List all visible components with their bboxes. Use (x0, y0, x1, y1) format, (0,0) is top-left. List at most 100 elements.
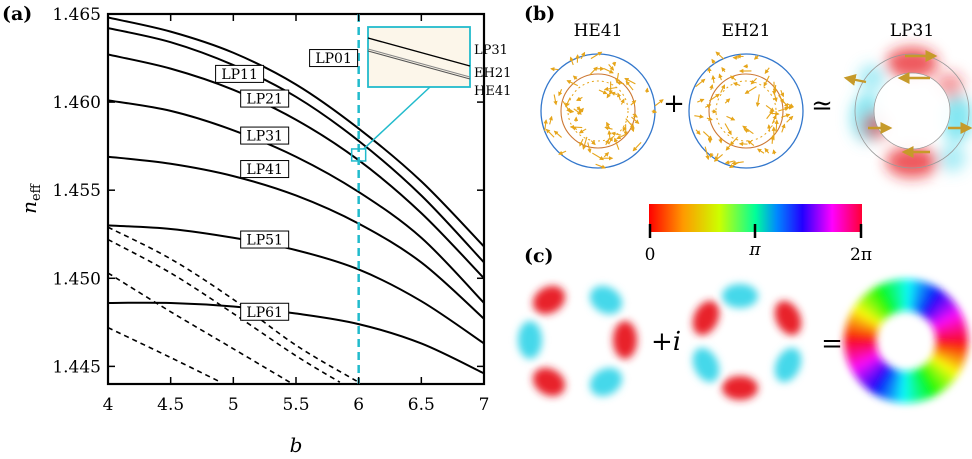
y-tick-label: 1.455 (52, 181, 101, 201)
vortex-segment (875, 284, 894, 316)
field-arrow (590, 140, 596, 146)
y-tick-label: 1.460 (52, 93, 101, 113)
field-arrow (786, 115, 794, 123)
vortex-segment (849, 353, 881, 372)
field-arrow (718, 137, 723, 144)
panel-c-label: (c) (524, 245, 554, 267)
field-arrow (718, 73, 723, 81)
vortex-segment (844, 323, 878, 336)
vortex-ring (844, 279, 968, 403)
curve-label-box-lp01 (309, 49, 359, 68)
series-lp51 (108, 224, 484, 345)
field-arrow (781, 113, 791, 118)
field-arrow (773, 90, 778, 103)
field-arrow (715, 51, 725, 60)
series-lp11 (108, 27, 484, 264)
curve-label-box-lp51 (240, 230, 290, 249)
field-arrow (587, 142, 592, 154)
field-arrow (625, 80, 634, 91)
sin-mode-lobes (692, 284, 802, 400)
phase-colorbar (648, 204, 863, 238)
x-tick-label: 6.5 (408, 395, 435, 415)
field-arrow (711, 74, 716, 84)
inset-zoom (367, 26, 471, 88)
field-arrow (579, 138, 584, 147)
y-axis-ticks: 1.445 1.450 1.455 1.460 1.465 (52, 5, 484, 377)
field-arrow (729, 161, 740, 169)
field-arrow (757, 148, 765, 154)
colorbar-tick-0: 0 (645, 245, 656, 265)
vortex-segment (874, 366, 894, 398)
chart-curves (108, 16, 484, 383)
vortex-segment (858, 296, 886, 322)
series-lp21 (108, 53, 484, 279)
field-arrow (576, 106, 582, 111)
curve-label-lp51: LP51 (246, 233, 283, 249)
panel-b-label: (b) (524, 3, 555, 25)
field-arrow (709, 152, 714, 158)
field-arrow (780, 97, 789, 108)
vortex-segment (921, 287, 943, 317)
vortex-segment (924, 362, 950, 390)
y-tick-label: 1.450 (52, 269, 101, 289)
field-arrow (590, 51, 603, 60)
series-lp31 (108, 99, 484, 304)
field-arrow (724, 98, 731, 104)
field-arrow (766, 109, 774, 120)
vortex-segment (879, 282, 897, 314)
field-arrow (780, 90, 785, 98)
vortex-segment (878, 367, 896, 400)
curve-label-box-lp11 (215, 64, 265, 83)
field-arrow (606, 90, 612, 99)
x-tick-label: 5 (228, 395, 239, 415)
vortex-segment (923, 290, 947, 319)
curve-label-lp21: LP21 (246, 92, 283, 108)
field-arrow (753, 55, 760, 60)
field-arrow (771, 114, 777, 124)
vortex-segment (852, 304, 882, 326)
vortex-segment (913, 369, 928, 402)
field-arrow (654, 99, 664, 107)
colorbar-tick-2pi: 2π (850, 245, 872, 265)
panel-a-label: (a) (2, 3, 32, 25)
field-arrow (772, 149, 777, 155)
vortex-segment (935, 335, 968, 343)
approx-sign: ≃ (811, 91, 833, 121)
field-arrow (562, 101, 571, 113)
vortex-segment (930, 305, 961, 327)
series-lp61 (108, 301, 484, 375)
field-arrow (714, 153, 719, 162)
field-arrow (694, 114, 704, 119)
vortex-segment (884, 280, 899, 313)
vortex-segment (930, 356, 960, 378)
field-arrow (702, 131, 713, 140)
field-arrow (572, 75, 578, 81)
field-arrow (548, 115, 553, 125)
x-axis-title: b (290, 433, 303, 457)
field-arrow (706, 116, 713, 121)
field-arrow (608, 64, 615, 71)
vortex-segment (851, 355, 882, 377)
curve-label-box-lp31 (240, 126, 290, 145)
field-arrow (566, 80, 579, 87)
x-tick-label: 6 (353, 395, 364, 415)
eh21-label: EH21 (722, 21, 771, 41)
vortex-ring-segments (844, 279, 968, 403)
field-arrow (651, 109, 658, 114)
eh21-field-plot (688, 51, 804, 169)
dashed-series-7 (108, 226, 360, 383)
field-arrow (632, 113, 638, 118)
field-arrow (732, 82, 741, 87)
field-arrow (711, 109, 718, 114)
field-arrow (720, 84, 726, 93)
field-arrow (543, 119, 548, 132)
vortex-segment (845, 348, 878, 363)
vortex-segment (889, 279, 902, 313)
vortex-segment (931, 353, 963, 373)
field-arrow (615, 72, 620, 84)
vortex-segment (928, 301, 958, 325)
he41-field-plot (540, 51, 664, 169)
field-arrow (610, 91, 618, 96)
inset-label-he41: HE41 (474, 84, 511, 99)
curve-label-box-lp41 (240, 160, 290, 179)
